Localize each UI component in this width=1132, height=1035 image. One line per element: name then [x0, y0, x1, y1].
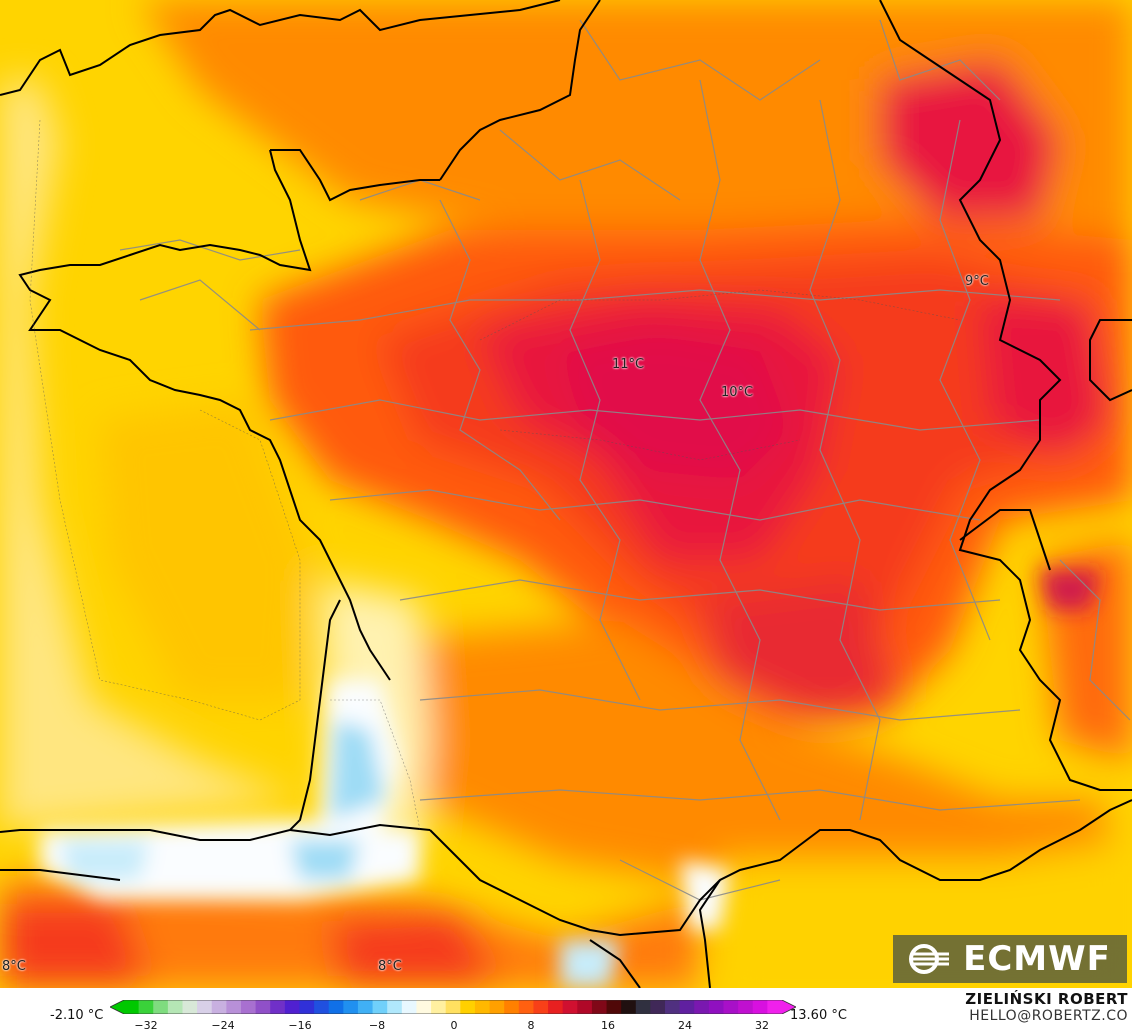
colorbar-segment	[167, 1000, 183, 1014]
temperature-map	[0, 0, 1132, 988]
colorbar-segment	[138, 1000, 154, 1014]
ecmwf-logo-text: ECMWF	[963, 939, 1111, 979]
colorbar-segment	[153, 1000, 169, 1014]
colorbar-right-extend	[782, 1000, 796, 1014]
map-point-label: 11°C	[612, 357, 645, 372]
map-point-label: 9°C	[965, 274, 989, 289]
author-email: HELLO@ROBERTZ.CO	[969, 1008, 1128, 1024]
colorbar-segment	[284, 1000, 300, 1014]
colorbar-segment	[591, 1000, 608, 1014]
colorbar-segment	[621, 1000, 637, 1014]
map-point-label: 10°C	[721, 385, 754, 400]
colorbar-segment	[518, 1000, 534, 1014]
colorbar-tick: 16	[601, 1019, 615, 1032]
colorbar-segment	[445, 1000, 461, 1014]
colorbar-segment	[416, 1000, 432, 1014]
colorbar-tick: −8	[368, 1019, 386, 1032]
colorbar-segment	[738, 1000, 754, 1014]
colorbar-segment	[328, 1000, 344, 1014]
colorbar-segment	[460, 1000, 476, 1014]
colorbar-segment	[240, 1000, 257, 1014]
ecmwf-logo-icon	[909, 944, 950, 974]
colorbar-tick: 0	[450, 1019, 458, 1032]
colorbar-segment	[650, 1000, 666, 1014]
colorbar-segment	[767, 1000, 783, 1014]
colorbar-segment	[314, 1000, 330, 1014]
colorbar-tick: −24	[211, 1019, 235, 1032]
colorbar-segment	[343, 1000, 359, 1014]
colorbar-segment	[474, 1000, 491, 1014]
colorbar-segment	[533, 1000, 549, 1014]
colorbar-segment	[577, 1000, 593, 1014]
colorbar-left-extend	[110, 1000, 124, 1014]
colorbar-segment	[197, 1000, 213, 1014]
colorbar-segment	[387, 1000, 403, 1014]
colorbar-segment	[270, 1000, 286, 1014]
colorbar-segment	[255, 1000, 271, 1014]
colorbar-segment	[504, 1000, 520, 1014]
colorbar-segment	[635, 1000, 651, 1014]
colorbar-segment	[431, 1000, 447, 1014]
colorbar-segment	[679, 1000, 695, 1014]
colorbar-segment	[372, 1000, 388, 1014]
colorbar-max-label: 13.60 °C	[790, 1008, 847, 1023]
colorbar-segment	[124, 1000, 140, 1014]
colorbar-segment	[182, 1000, 198, 1014]
colorbar-segment	[562, 1000, 578, 1014]
colorbar-segment	[548, 1000, 564, 1014]
map-point-label: 8°C	[2, 959, 26, 974]
author-name: ZIELIŃSKI ROBERT	[965, 990, 1128, 1008]
colorbar-segment	[226, 1000, 242, 1014]
colorbar-segment	[299, 1000, 315, 1014]
colorbar-segment	[723, 1000, 739, 1014]
colorbar-tick: −32	[134, 1019, 158, 1032]
colorbar-segment	[606, 1000, 622, 1014]
colorbar-tick: 32	[755, 1019, 769, 1032]
colorbar-tick: 24	[678, 1019, 692, 1032]
colorbar-segment	[211, 1000, 227, 1014]
colorbar-segment	[489, 1000, 505, 1014]
colorbar-tick: −16	[288, 1019, 312, 1032]
colorbar-tick: 8	[527, 1019, 535, 1032]
colorbar	[110, 1000, 796, 1014]
ecmwf-logo: ECMWF	[893, 935, 1127, 983]
colorbar-segment	[752, 1000, 768, 1014]
colorbar-segment	[694, 1000, 710, 1014]
map-point-label: 8°C	[378, 959, 402, 974]
colorbar-min-label: -2.10 °C	[50, 1008, 104, 1023]
colorbar-segment	[665, 1000, 681, 1014]
colorbar-segment	[357, 1000, 374, 1014]
colorbar-segment	[401, 1000, 417, 1014]
author-credit: ZIELIŃSKI ROBERT HELLO@ROBERTZ.CO	[965, 990, 1128, 1024]
colorbar-segment	[708, 1000, 725, 1014]
